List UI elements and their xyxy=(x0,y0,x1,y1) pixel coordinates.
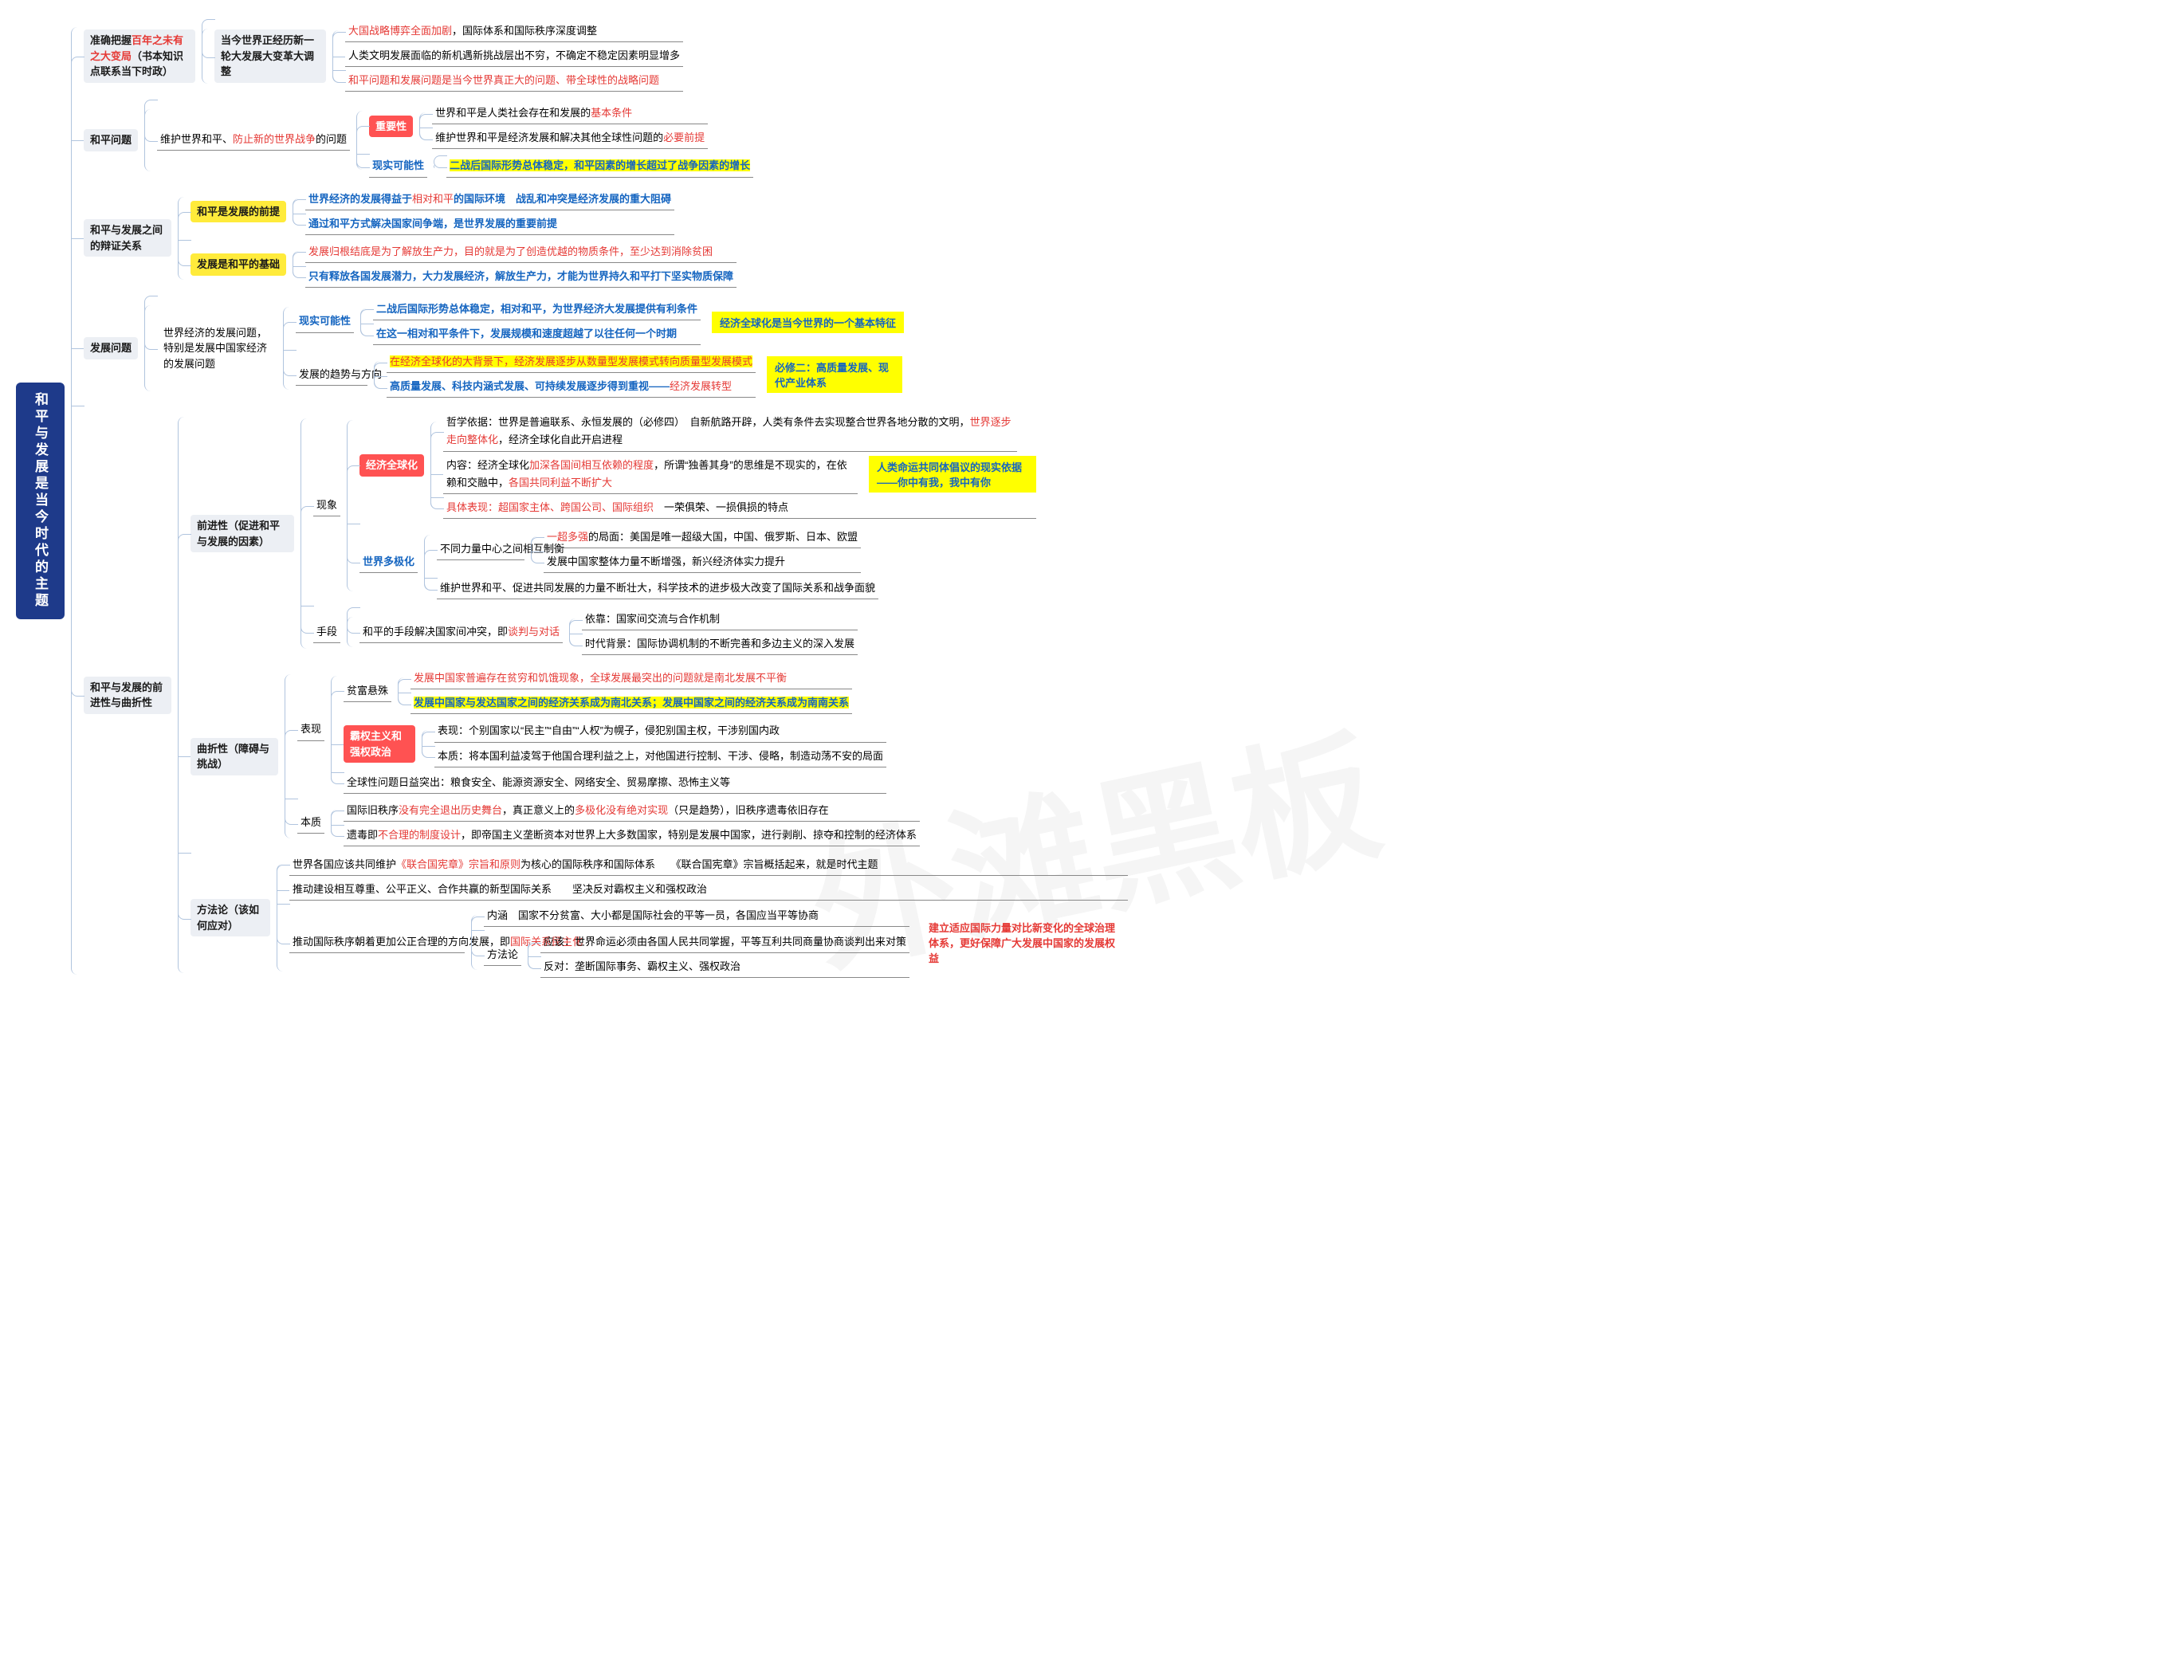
leaf: 全球性问题日益突出：粮食安全、能源资源安全、网络安全、贸易摩擦、恐怖主义等 xyxy=(344,772,886,794)
leaf: 和平问题和发展问题是当今世界真正大的问题、带全球性的战略问题 xyxy=(345,70,683,92)
leaf: 通过和平方式解决国家间争端，是世界发展的重要前提 xyxy=(305,214,674,235)
b1-label: 准确把握百年之未有之大变局（书本知识点联系当下时政） xyxy=(84,29,195,83)
glob-side: 人类命运共同体倡议的现实依据——你中有我，我中有你 xyxy=(869,456,1036,493)
means-main: 和平的手段解决国家间冲突，即谈判与对话 xyxy=(359,622,563,643)
mindmap-root: 和平与发展是当今时代的主题 准确把握百年之未有之大变局（书本知识点联系当下时政）… xyxy=(16,16,2168,986)
hegemony-tag: 霸权主义和强权政治 xyxy=(344,725,415,763)
multipolar-label: 世界多极化 xyxy=(359,551,418,573)
b1-mid: 当今世界正经历新一轮大发展大变革大调整 xyxy=(214,29,326,83)
leaf: 世界各国应该共同维护《联合国宪章》宗旨和原则为核心的国际秩序和国际体系 《联合国… xyxy=(289,854,1128,876)
leaf: 遗毒即不合理的制度设计，即帝国主义垄断资本对世界上大多数国家，特别是发展中国家，… xyxy=(344,825,920,846)
show-label: 表现 xyxy=(297,719,324,740)
b4-trend-label: 发展的趋势与方向 xyxy=(296,364,367,386)
leaf: 大国战略博弈全面加剧，国际体系和国际秩序深度调整 xyxy=(345,21,683,42)
poor-label: 贫富悬殊 xyxy=(344,681,391,702)
branch-progress-twists: 和平与发展的前进性与曲折性 前进性（促进和平与发展的因素） 现象 经济全球化 xyxy=(84,406,1128,984)
demo-m-label: 方法论 xyxy=(484,944,521,966)
leaf: 反对：垄断国际事务、霸权主义、强权政治 xyxy=(540,956,909,978)
leaf: 国际旧秩序没有完全退出历史舞台，真正意义上的多极化没有绝对实现（只是趋势），旧秩… xyxy=(344,800,920,822)
b4-mid: 世界经济的发展问题，特别是发展中国家经济的发展问题 xyxy=(157,322,277,375)
branch-development: 发展问题 世界经济的发展问题，特别是发展中国家经济的发展问题 现实可能性 二战后… xyxy=(84,294,1128,402)
b2-real-label: 现实可能性 xyxy=(369,155,427,177)
leaf: 高质量发展、科技内涵式发展、可持续发展逐步得到重视——经济发展转型 xyxy=(387,376,756,398)
importance-tag: 重要性 xyxy=(369,116,413,138)
leaf: 发展中国家普遍存在贫穷和饥饿现象，全球发展最突出的问题就是南北发展不平衡 xyxy=(410,668,852,689)
leaf: 应该：世界命运必须由各国人民共同掌握，平等互利共同商量协商谈判出来对策 xyxy=(540,932,909,953)
leaf: 维护世界和平、促进共同发展的力量不断壮大，科学技术的进步极大改变了国际关系和战争… xyxy=(437,578,878,599)
leaf: 发展中国家整体力量不断增强，新兴经济体实力提升 xyxy=(544,551,861,573)
branch-century-change: 准确把握百年之未有之大变局（书本知识点联系当下时政） 当今世界正经历新一轮大发展… xyxy=(84,18,1128,95)
b5-label: 和平与发展的前进性与曲折性 xyxy=(84,677,171,714)
method-label: 方法论（该如何应对） xyxy=(191,899,270,936)
b3-a-tag: 和平是发展的前提 xyxy=(191,201,286,223)
demo-label: 推动国际秩序朝着更加公正合理的方向发展，即国际关系民主化 xyxy=(289,932,465,953)
leaf: 内容：经济全球化加深各国间相互依赖的程度，所谓“独善其身”的思维是不现实的，在依… xyxy=(443,455,858,494)
b5-twist-label: 曲折性（障碍与挑战） xyxy=(191,738,278,775)
leaf: 内涵 国家不分贫富、大小都是国际社会的平等一员，各国应当平等协商 xyxy=(484,905,909,927)
leaf: 表现：个别国家以“民主”“自由”“人权”为幌子，侵犯别国主权，干涉别国内政 xyxy=(434,720,886,742)
globalization-tag: 经济全球化 xyxy=(359,454,424,477)
b3-b-tag: 发展是和平的基础 xyxy=(191,253,286,276)
leaf: 发展归根结底是为了解放生产力，目的就是为了创造优越的物质条件，至少达到消除贫困 xyxy=(305,241,737,263)
b5-fwd-label: 前进性（促进和平与发展的因素） xyxy=(191,515,294,552)
phenomenon-label: 现象 xyxy=(313,495,340,516)
b2-mid: 维护世界和平、防止新的世界战争的问题 xyxy=(157,129,350,151)
leaf: 二战后国际形势总体稳定，和平因素的增长超过了战争因素的增长 xyxy=(446,155,753,177)
leaf: 本质：将本国利益凌驾于他国合理利益之上，对他国进行控制、干涉、侵略，制造动荡不安… xyxy=(434,746,886,767)
leaf: 一超多强的局面：美国是唯一超级大国，中国、俄罗斯、日本、欧盟 xyxy=(544,527,861,548)
leaf: 人类文明发展面临的新机遇新挑战层出不穷，不确定不稳定因素明显增多 xyxy=(345,45,683,67)
means-label: 手段 xyxy=(313,622,340,643)
leaf: 发展中国家与发达国家之间的经济关系成为南北关系；发展中国家之间的经济关系成为南南… xyxy=(410,693,852,714)
leaf: 世界经济的发展得益于相对和平的国际环境 战乱和冲突是经济发展的重大阻碍 xyxy=(305,189,674,210)
root-node: 和平与发展是当今时代的主题 xyxy=(16,383,65,619)
demo-side: 建立适应国际力量对比新变化的全球治理体系，更好保障广大发展中国家的发展权益 xyxy=(921,917,1128,968)
multi-mid: 不同力量中心之间相互制衡 xyxy=(437,539,524,560)
leaf: 世界和平是人类社会存在和发展的基本条件 xyxy=(432,103,708,124)
leaf: 依靠：国家间交流与合作机制 xyxy=(582,609,858,630)
b4-real-side: 经济全球化是当今世界的一个基本特征 xyxy=(712,312,904,333)
leaf: 维护世界和平是经济发展和解决其他全球性问题的必要前提 xyxy=(432,128,708,149)
leaf: 具体表现：超国家主体、跨国公司、国际组织 一荣俱荣、一损俱损的特点 xyxy=(443,497,1036,519)
branch-peace: 和平问题 维护世界和平、防止新的世界战争的问题 重要性 世界和平是人类社会存在和… xyxy=(84,98,1128,182)
b3-label: 和平与发展之间的辩证关系 xyxy=(84,219,171,257)
leaf: 在这一相对和平条件下，发展规模和速度超越了以往任何一个时期 xyxy=(373,324,701,345)
leaf: 推动建设相互尊重、公平正义、合作共赢的新型国际关系 坚决反对霸权主义和强权政治 xyxy=(289,879,1128,901)
leaf: 哲学依据：世界是普遍联系、永恒发展的（必修四） 自新航路开辟，人类有条件去实现整… xyxy=(443,412,1017,451)
b4-label: 发展问题 xyxy=(84,337,138,359)
b1-leaves: 大国战略博弈全面加剧，国际体系和国际秩序深度调整 人类文明发展面临的新机遇新挑战… xyxy=(345,19,683,93)
leaf: 在经济全球化的大背景下，经济发展逐步从数量型发展模式转向质量型发展模式 xyxy=(387,351,756,373)
leaf: 只有释放各国发展潜力，大力发展经济，解放生产力，才能为世界持久和平打下坚实物质保… xyxy=(305,266,737,288)
branch-dialectic: 和平与发展之间的辩证关系 和平是发展的前提 世界经济的发展得益于相对和平的国际环… xyxy=(84,186,1128,291)
b4-trend-side: 必修二：高质量发展、现代产业体系 xyxy=(767,356,902,393)
b2-label: 和平问题 xyxy=(84,129,138,151)
b4-real-label: 现实可能性 xyxy=(296,311,354,332)
leaf: 二战后国际形势总体稳定，相对和平，为世界经济大发展提供有利条件 xyxy=(373,299,701,320)
essence-label: 本质 xyxy=(297,812,324,834)
leaf: 时代背景：国际协调机制的不断完善和多边主义的深入发展 xyxy=(582,634,858,655)
